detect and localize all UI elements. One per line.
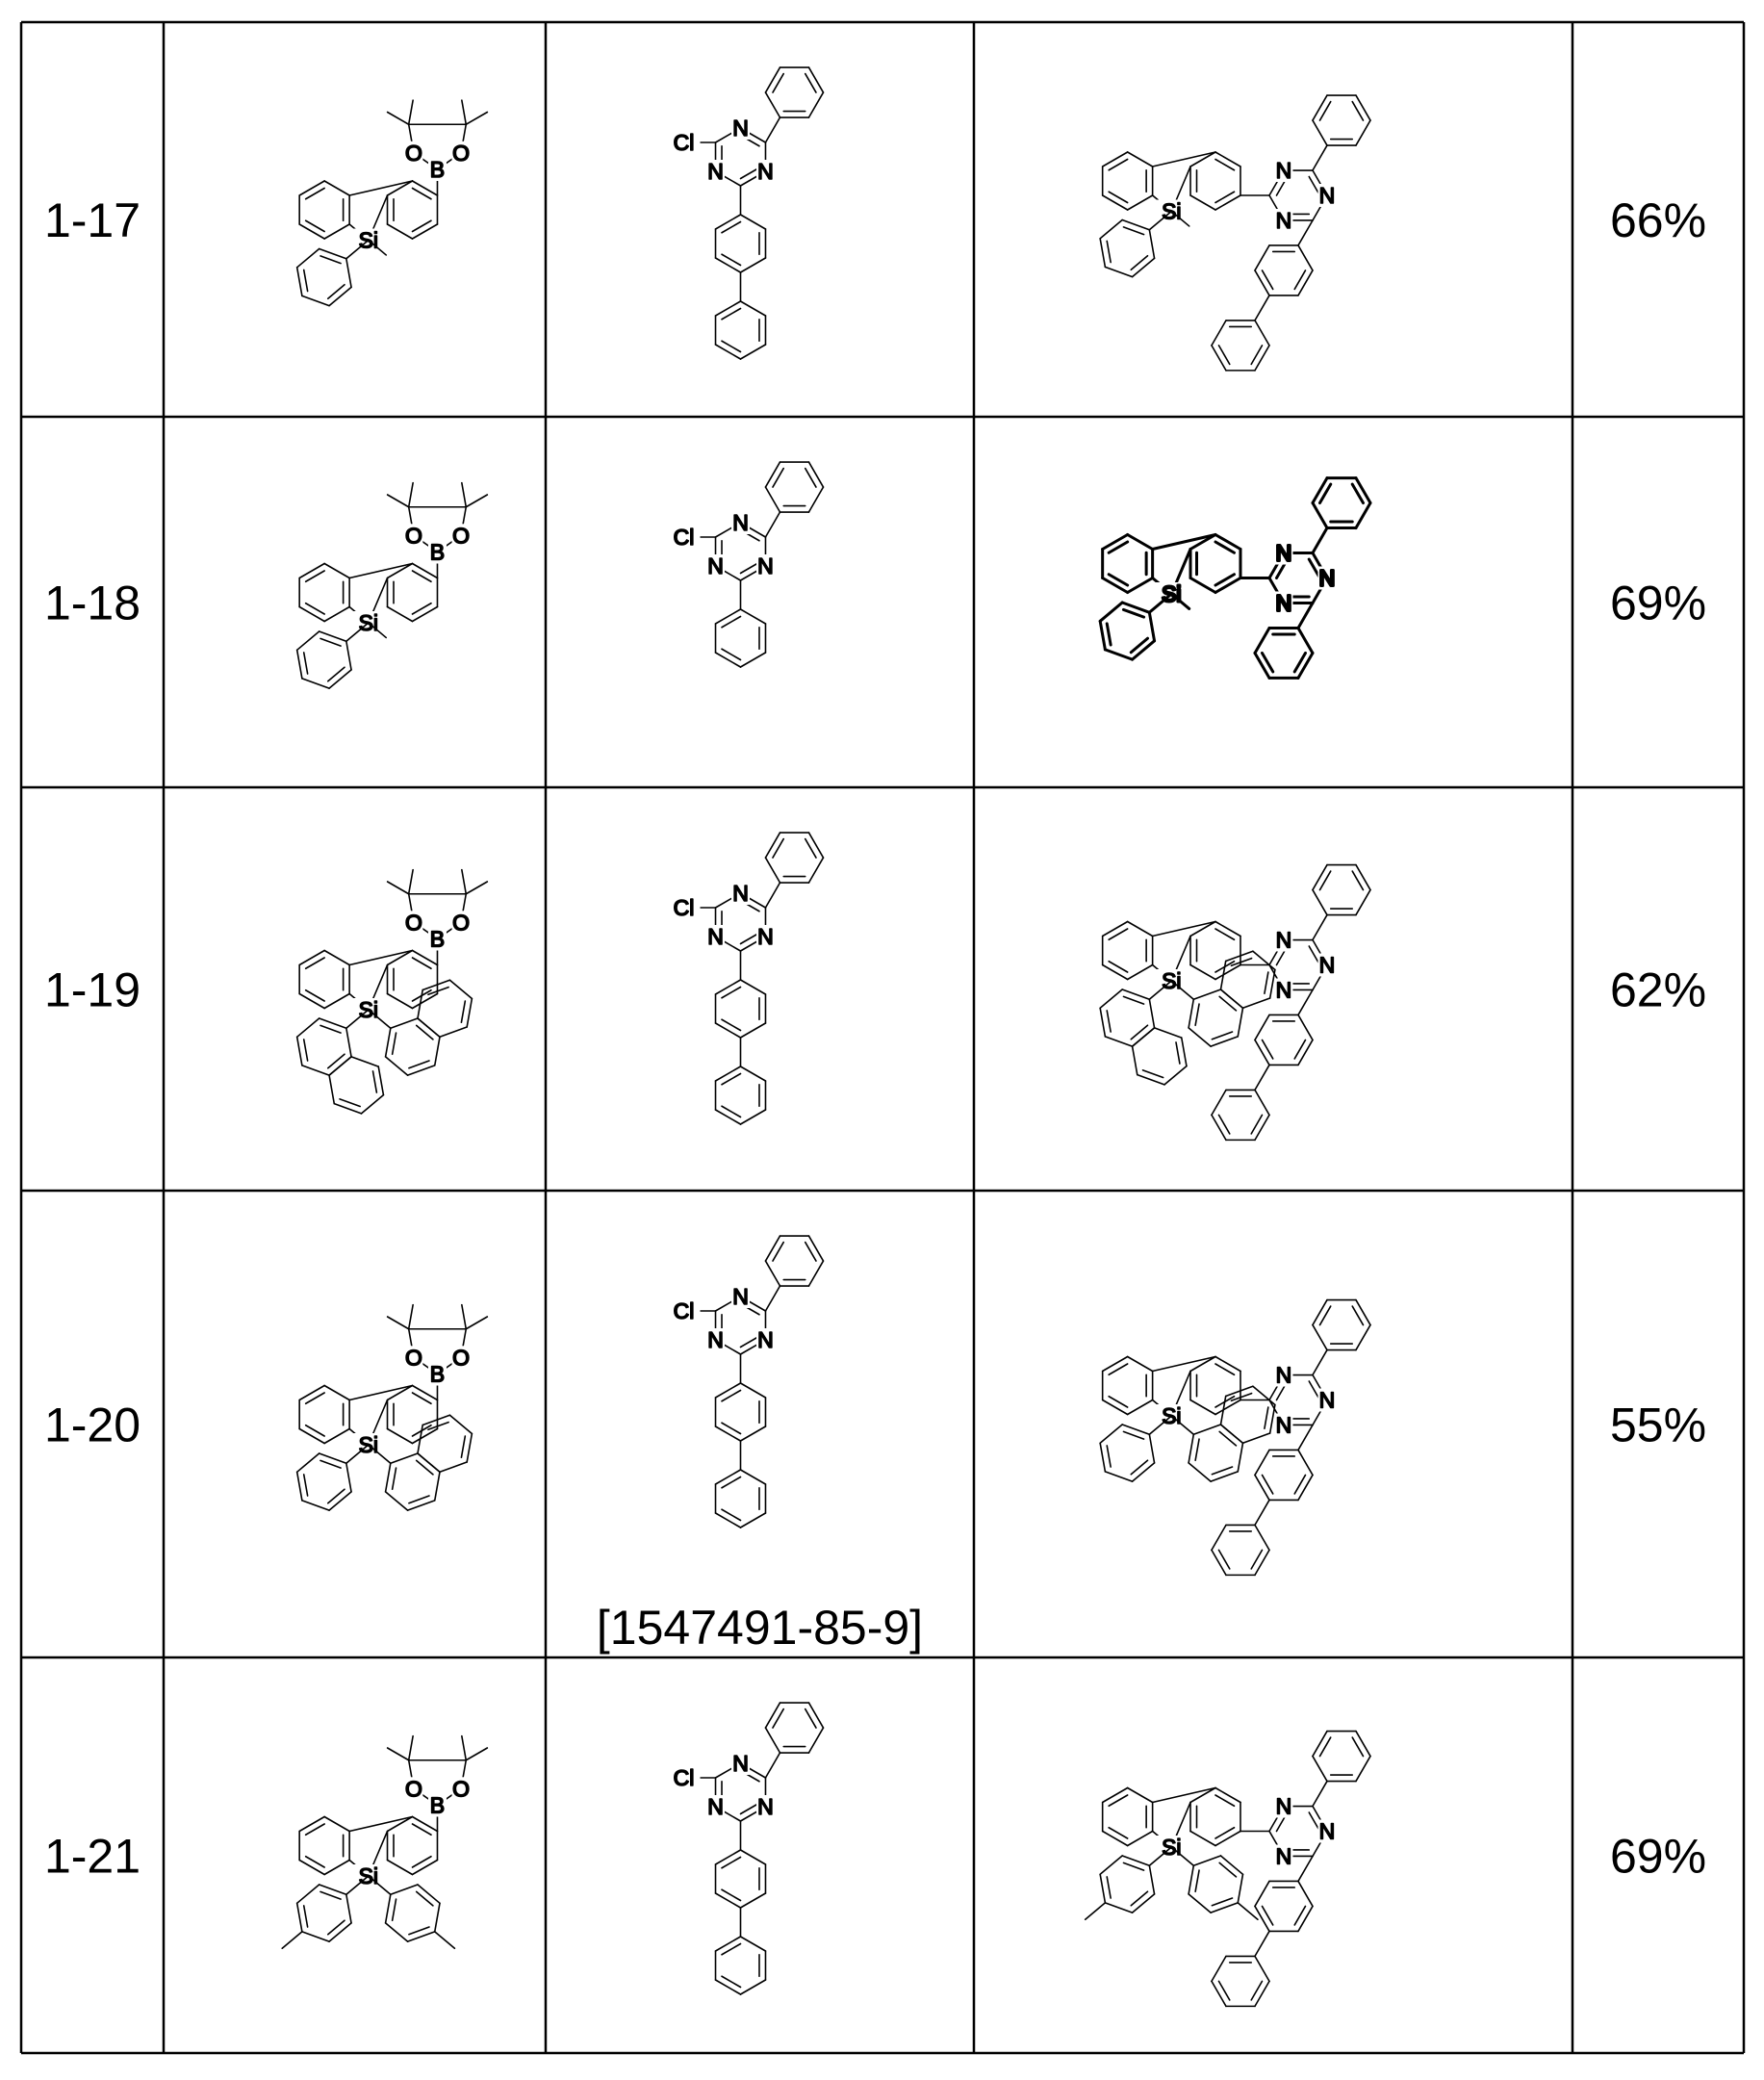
atom-label: Cl	[674, 1298, 695, 1323]
atom-label: N	[707, 924, 724, 949]
atom-label: O	[405, 1776, 422, 1801]
atom-label: N	[1276, 1363, 1292, 1388]
atom-label: B	[430, 157, 445, 182]
entry-label: 1-21	[44, 1830, 141, 1884]
atom-label: N	[707, 553, 724, 578]
atom-label: O	[452, 910, 470, 935]
atom-label: N	[707, 1327, 724, 1352]
atom-label: B	[430, 1793, 445, 1818]
atom-label: N	[732, 881, 749, 906]
atom-label: N	[732, 116, 749, 141]
atom-label: O	[452, 523, 470, 548]
atom-label: N	[1276, 1843, 1292, 1868]
atom-label: Cl	[674, 525, 695, 550]
atom-label: N	[757, 1327, 774, 1352]
atom-label: N	[1276, 1794, 1292, 1819]
atom-label: N	[732, 510, 749, 535]
atom-label: N	[757, 924, 774, 949]
atom-label: N	[707, 159, 724, 184]
atom-label: N	[707, 1794, 724, 1819]
yield-value: 66%	[1610, 193, 1706, 247]
atom-label: N	[757, 553, 774, 578]
entry-label: 1-18	[44, 577, 141, 630]
atom-label: N	[1276, 1412, 1292, 1437]
atom-label: N	[1319, 953, 1336, 978]
atom-label: N	[1276, 928, 1292, 953]
atom-label: Cl	[674, 1765, 695, 1790]
atom-label: O	[405, 523, 422, 548]
yield-value: 69%	[1610, 1830, 1706, 1884]
atom-label: N	[757, 1794, 774, 1819]
atom-label: N	[757, 159, 774, 184]
atom-label: O	[452, 1776, 470, 1801]
atom-label: N	[1276, 158, 1292, 183]
atom-label: O	[405, 1345, 422, 1370]
atom-label: Cl	[674, 130, 695, 155]
entry-label: 1-19	[44, 963, 141, 1017]
atom-label: N	[1319, 1388, 1336, 1413]
atom-label: B	[430, 540, 445, 565]
atom-label: B	[430, 1362, 445, 1387]
atom-label: N	[732, 1284, 749, 1309]
atom-label: N	[732, 1751, 749, 1776]
entry-label: 1-20	[44, 1399, 141, 1452]
atom-label: O	[452, 1345, 470, 1370]
atom-label: N	[1319, 566, 1336, 591]
atom-label: Cl	[674, 895, 695, 920]
atom-label: N	[1319, 183, 1336, 208]
yield-value: 62%	[1610, 963, 1706, 1017]
yield-value: 55%	[1610, 1399, 1706, 1452]
cas-number: [1547491-85-9]	[597, 1601, 923, 1655]
atom-label: O	[405, 910, 422, 935]
atom-label: N	[1319, 1819, 1336, 1844]
atom-label: N	[1276, 541, 1292, 566]
atom-label: O	[452, 141, 470, 166]
atom-label: O	[405, 141, 422, 166]
atom-label: N	[1276, 977, 1292, 1002]
yield-value: 69%	[1610, 577, 1706, 630]
atom-label: B	[430, 927, 445, 952]
atom-label: N	[1276, 590, 1292, 615]
entry-label: 1-17	[44, 193, 141, 247]
atom-label: N	[1276, 208, 1292, 233]
table-grid	[19, 20, 1746, 2055]
